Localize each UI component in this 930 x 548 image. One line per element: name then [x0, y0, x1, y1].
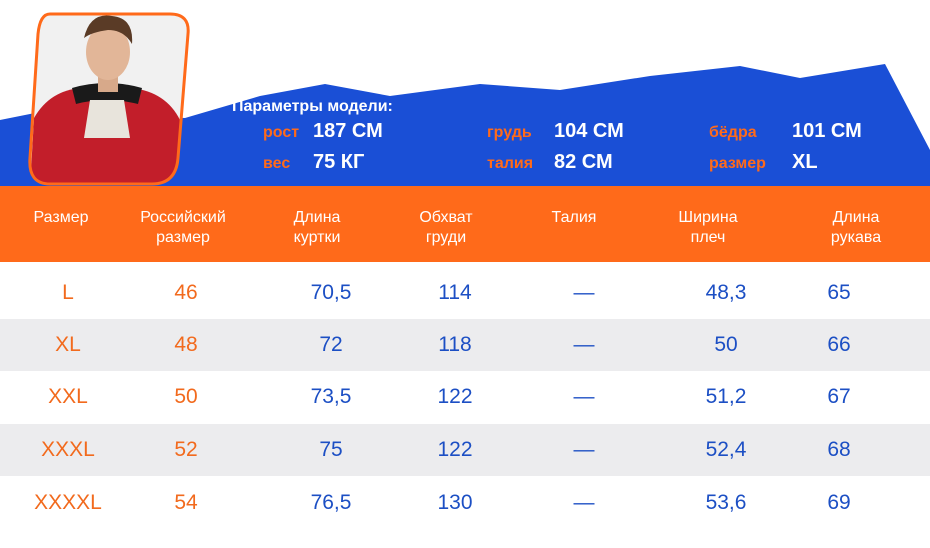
cell-jacket-length: 70,5	[310, 281, 352, 304]
cell-jacket-length: 72	[319, 333, 343, 356]
blue-mountain-band	[0, 64, 930, 186]
cell-sleeve-length: 68	[827, 438, 851, 461]
header-size: Размер	[33, 209, 89, 226]
cell-waist: —	[573, 385, 595, 408]
cell-jacket-length: 76,5	[310, 491, 352, 514]
cell-shoulder-width: 50	[714, 333, 738, 356]
param-value-hips: 101 СМ	[792, 120, 862, 142]
param-label-height: рост	[263, 124, 300, 141]
param-label-chest: грудь	[487, 124, 532, 141]
table-row: XXXXL 54 76,5 130 — 53,6 69	[0, 477, 930, 529]
cell-russian-size: 50	[174, 385, 198, 408]
cell-russian-size: 48	[174, 333, 198, 356]
cell-jacket-length: 75	[319, 438, 343, 461]
header-waist: Талия	[551, 209, 597, 226]
cell-sleeve-length: 67	[827, 385, 851, 408]
model-params-title: Параметры модели:	[232, 98, 393, 115]
header-chest: Обхват груди	[419, 209, 473, 246]
cell-size: XXXXL	[34, 491, 102, 514]
cell-sleeve-length: 69	[827, 491, 851, 514]
param-label-waist: талия	[487, 155, 534, 172]
cell-shoulder-width: 51,2	[705, 385, 747, 408]
param-value-chest: 104 СМ	[554, 120, 624, 142]
param-value-height: 187 СМ	[313, 120, 383, 142]
cell-shoulder-width: 48,3	[705, 281, 747, 304]
header-jacket-length: Длина куртки	[293, 209, 341, 246]
cell-chest: 122	[437, 385, 473, 408]
cell-russian-size: 54	[174, 491, 198, 514]
cell-russian-size: 46	[174, 281, 198, 304]
param-value-size: XL	[792, 151, 818, 173]
cell-shoulder-width: 52,4	[705, 438, 747, 461]
cell-sleeve-length: 65	[827, 281, 851, 304]
cell-chest: 122	[437, 438, 473, 461]
cell-waist: —	[573, 491, 595, 514]
cell-waist: —	[573, 281, 595, 304]
param-value-waist: 82 СМ	[554, 151, 613, 173]
header-shoulder-width: Ширина плеч	[678, 209, 738, 246]
param-label-hips: бёдра	[709, 124, 757, 141]
header-russian-size: Российский размер	[140, 209, 226, 246]
param-label-weight: вес	[263, 155, 291, 172]
param-value-weight: 75 КГ	[313, 151, 365, 173]
cell-size: L	[62, 281, 74, 304]
cell-size: XXL	[48, 385, 88, 408]
cell-chest: 130	[437, 491, 473, 514]
cell-shoulder-width: 53,6	[705, 491, 747, 514]
header-sleeve-length: Длина рукава	[830, 209, 882, 246]
model-photo	[20, 8, 196, 188]
table-row: XL 48 72 118 — 50 66	[0, 319, 930, 371]
hero-banner: Параметры модели: рост 187 СМ вес 75 КГ …	[0, 0, 930, 186]
cell-waist: —	[573, 438, 595, 461]
cell-size: XXXL	[41, 438, 95, 461]
cell-sleeve-length: 66	[827, 333, 851, 356]
size-table-header: Размер Российский размер Длина куртки Обхв…	[0, 186, 930, 262]
table-row: XXXL 52 75 122 — 52,4 68	[0, 424, 930, 476]
cell-chest: 114	[438, 281, 472, 304]
cell-jacket-length: 73,5	[310, 385, 352, 408]
cell-waist: —	[573, 333, 595, 356]
param-label-size: размер	[709, 155, 766, 172]
table-row: XXL 50 73,5 122 — 51,2 67	[0, 371, 930, 423]
cell-chest: 118	[438, 333, 472, 356]
cell-size: XL	[55, 333, 81, 356]
table-row: L 46 70,5 114 — 48,3 65	[0, 267, 930, 319]
cell-russian-size: 52	[174, 438, 198, 461]
